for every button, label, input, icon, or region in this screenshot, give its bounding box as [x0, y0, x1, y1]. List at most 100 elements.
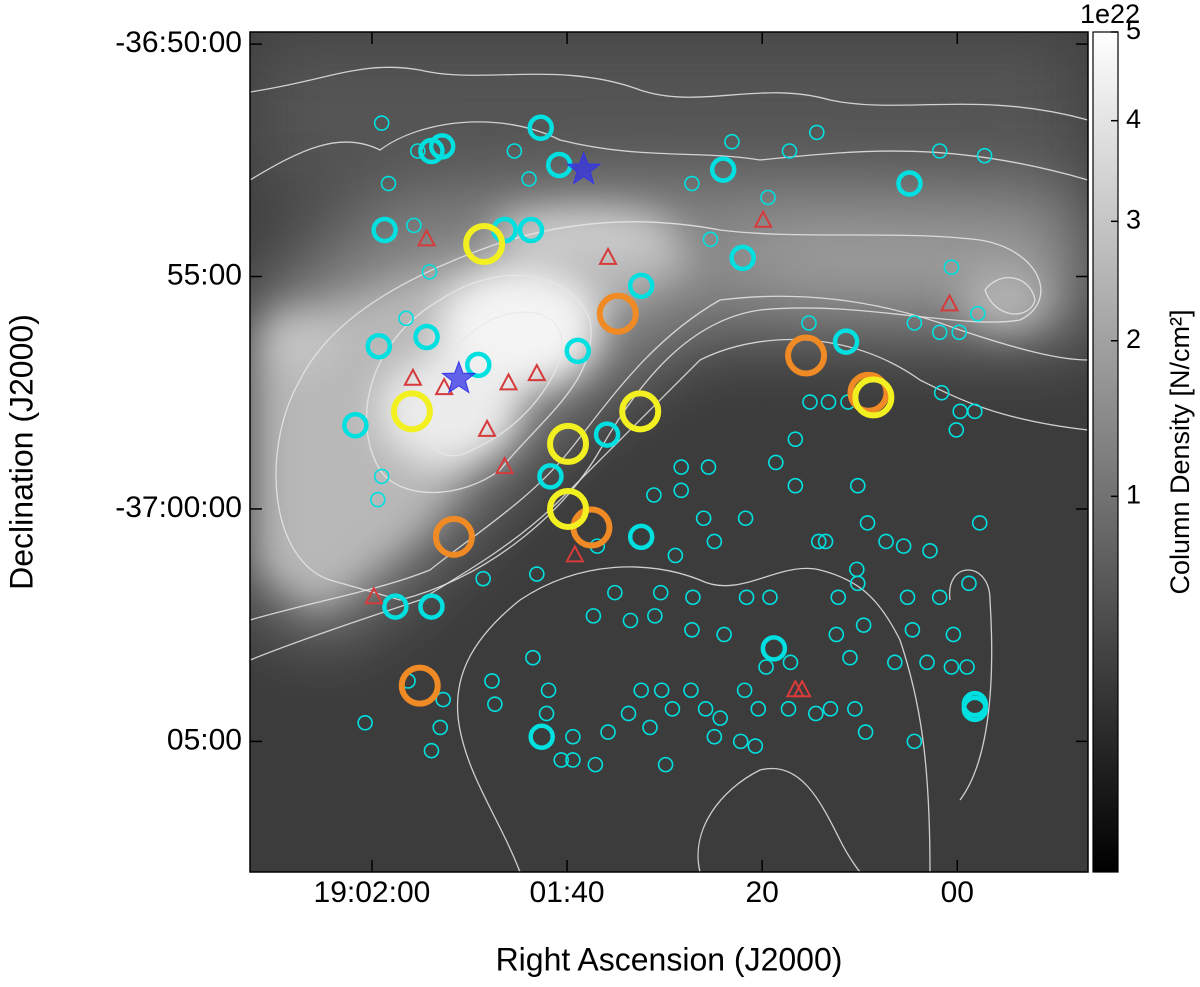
source-marker — [527, 363, 547, 382]
source-marker — [695, 510, 712, 527]
colorbar — [1092, 31, 1119, 873]
axes: 19:02:00 01:40 20 00 -36:50:00 55:00 -37:00:00… — [115, 15, 1141, 909]
source-marker — [732, 733, 749, 750]
source-marker — [878, 533, 894, 550]
y-tick-label: 05:00 — [167, 723, 242, 756]
source-marker — [684, 622, 700, 638]
source-marker — [619, 390, 662, 433]
source-marker — [738, 589, 755, 606]
source-marker — [895, 538, 912, 554]
source-marker — [801, 315, 817, 331]
source-marker — [465, 351, 492, 379]
source-marker — [716, 626, 732, 643]
colorbar-scale: 1e22 — [1080, 0, 1140, 29]
source-marker — [587, 756, 604, 773]
source-marker — [382, 593, 409, 620]
y-tick-label: 55:00 — [167, 258, 242, 291]
source-marker — [852, 376, 895, 419]
y-tick-label: -37:00:00 — [115, 491, 242, 524]
source-marker — [664, 701, 681, 717]
source-marker — [525, 649, 541, 666]
source-marker — [724, 133, 740, 150]
source-marker — [768, 454, 784, 471]
y-axis-label: Declination (J2000) — [3, 314, 39, 590]
source-marker — [484, 673, 500, 689]
source-marker — [494, 455, 515, 475]
source-marker — [547, 422, 590, 465]
source-marker — [792, 679, 812, 698]
source-marker — [736, 682, 753, 699]
source-marker — [842, 649, 858, 666]
source-marker — [782, 654, 799, 671]
source-marker — [906, 315, 923, 331]
source-marker — [971, 515, 988, 531]
x-axis-label: Right Ascension (J2000) — [496, 941, 843, 977]
x-tick-label: 01:40 — [530, 876, 605, 909]
density-image — [250, 32, 1088, 872]
source-marker — [432, 515, 475, 558]
source-marker — [945, 626, 962, 643]
source-marker — [849, 575, 866, 592]
source-marker — [855, 617, 872, 633]
source-marker — [969, 305, 986, 322]
source-marker — [976, 147, 993, 164]
source-marker — [712, 710, 729, 726]
source-marker — [432, 719, 449, 736]
source-marker — [498, 372, 519, 391]
source-marker — [832, 328, 860, 355]
source-marker — [762, 589, 778, 606]
source-marker — [785, 334, 828, 377]
y-tick-label: -36:50:00 — [115, 26, 242, 59]
source-marker — [477, 418, 497, 437]
source-marker — [364, 586, 384, 605]
source-marker — [828, 626, 845, 643]
contour — [250, 295, 1088, 621]
source-marker — [441, 360, 477, 394]
source-marker — [647, 608, 663, 624]
source-marker — [607, 584, 623, 601]
source-marker — [753, 209, 773, 228]
source-marker — [418, 593, 445, 620]
source-marker — [706, 728, 723, 745]
source-marker — [683, 682, 699, 699]
contour — [949, 569, 993, 801]
colorbar-tick-label: 4 — [1126, 104, 1141, 134]
source-marker — [423, 742, 440, 759]
x-tick-label: 19:02:00 — [314, 876, 431, 909]
source-marker — [922, 542, 938, 559]
source-marker — [781, 143, 798, 159]
source-marker — [600, 724, 616, 740]
source-marker — [961, 575, 977, 592]
source-marker — [943, 259, 960, 276]
source-marker — [416, 228, 437, 247]
colorbar-tick-label: 5 — [1126, 15, 1141, 45]
source-marker — [820, 394, 837, 410]
plot-frame — [249, 31, 1089, 873]
source-marker — [506, 143, 523, 159]
source-marker — [931, 324, 948, 341]
source-marker — [652, 584, 669, 601]
source-marker — [931, 589, 948, 606]
source-marker — [919, 654, 935, 671]
source-marker — [428, 133, 456, 160]
source-marker — [899, 589, 916, 606]
source-marker — [939, 293, 960, 312]
source-marker — [528, 723, 555, 750]
source-marker — [538, 705, 555, 722]
source-marker — [750, 701, 767, 717]
source-marker — [487, 696, 503, 712]
source-marker — [948, 422, 965, 438]
source-marker — [434, 376, 454, 396]
source-marker — [406, 217, 422, 234]
source-marker — [808, 124, 825, 141]
source-marker — [780, 701, 797, 717]
source-marker — [709, 156, 737, 183]
source-marker — [365, 332, 393, 360]
source-marker — [357, 714, 373, 731]
source-marker — [622, 612, 639, 629]
source-marker — [398, 310, 414, 327]
source-marker — [758, 659, 774, 675]
source-marker — [817, 533, 834, 550]
source-marker — [896, 170, 923, 197]
source-marker — [517, 216, 545, 244]
